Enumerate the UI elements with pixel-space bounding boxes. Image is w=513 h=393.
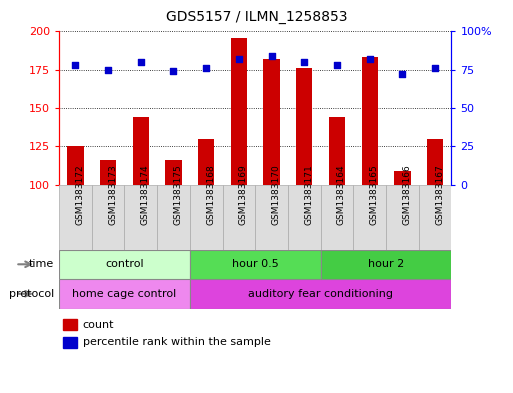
Bar (59, 185, 92, 250)
Point (398, 71, 406, 77)
Bar (386, 185, 419, 250)
Text: control: control (105, 259, 144, 269)
Bar (132, 117, 149, 185)
Bar (157, 185, 190, 250)
Bar (190, 250, 321, 279)
Text: GSM1383172: GSM1383172 (75, 164, 84, 225)
Point (267, 53, 275, 59)
Bar (100, 160, 116, 185)
Point (71, 62, 80, 68)
Text: GSM1383164: GSM1383164 (337, 164, 346, 225)
Text: GSM1383169: GSM1383169 (239, 164, 248, 225)
Bar (124, 185, 157, 250)
Text: GSM1383175: GSM1383175 (173, 164, 183, 225)
Text: GDS5157 / ILMN_1258853: GDS5157 / ILMN_1258853 (166, 10, 347, 24)
Bar (394, 171, 410, 185)
Point (136, 59, 145, 65)
Bar (353, 185, 386, 250)
Point (333, 62, 341, 68)
Text: hour 0.5: hour 0.5 (232, 259, 279, 269)
Bar (419, 185, 451, 250)
Bar (63, 337, 76, 348)
Point (169, 68, 177, 74)
Bar (329, 117, 345, 185)
Bar (165, 160, 182, 185)
Text: auditory fear conditioning: auditory fear conditioning (248, 289, 393, 299)
Bar (223, 185, 255, 250)
Text: GSM1383168: GSM1383168 (206, 164, 215, 225)
Bar (255, 185, 288, 250)
Bar (427, 139, 443, 185)
Bar (67, 146, 84, 185)
Bar (198, 139, 214, 185)
Text: GSM1383165: GSM1383165 (370, 164, 379, 225)
Text: GSM1383167: GSM1383167 (435, 164, 444, 225)
Bar (321, 185, 353, 250)
Text: time: time (29, 259, 54, 269)
Text: hour 2: hour 2 (368, 259, 404, 269)
Bar (288, 185, 321, 250)
Bar (63, 319, 76, 330)
Bar (263, 59, 280, 185)
Bar (92, 185, 125, 250)
Bar (321, 250, 451, 279)
Bar (362, 57, 378, 185)
Bar (231, 38, 247, 185)
Point (366, 56, 374, 62)
Text: GSM1383171: GSM1383171 (304, 164, 313, 225)
Bar (59, 279, 190, 309)
Point (202, 65, 210, 72)
Text: home cage control: home cage control (72, 289, 176, 299)
Point (235, 56, 243, 62)
Bar (190, 185, 223, 250)
Point (104, 66, 112, 73)
Bar (296, 68, 312, 185)
Text: GSM1383174: GSM1383174 (141, 164, 150, 225)
Bar (59, 250, 190, 279)
Point (431, 65, 439, 72)
Text: count: count (83, 320, 114, 330)
Text: GSM1383173: GSM1383173 (108, 164, 117, 225)
Bar (190, 279, 451, 309)
Point (300, 59, 308, 65)
Text: GSM1383166: GSM1383166 (402, 164, 411, 225)
Text: GSM1383170: GSM1383170 (271, 164, 281, 225)
Text: protocol: protocol (9, 289, 54, 299)
Text: percentile rank within the sample: percentile rank within the sample (83, 337, 270, 347)
